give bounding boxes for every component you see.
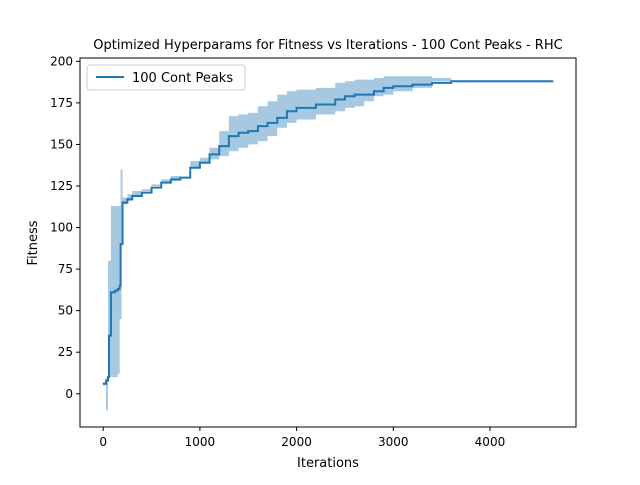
data-point <box>237 131 240 134</box>
data-point <box>411 83 414 86</box>
y-axis-ticks: 0 25 50 75 100 125 150 175 200 <box>50 54 80 401</box>
data-point <box>114 289 116 292</box>
data-point <box>450 80 453 83</box>
x-tick-label: 1000 <box>185 435 216 449</box>
y-tick-label: 0 <box>65 387 73 401</box>
plot-area <box>102 76 554 411</box>
data-point <box>363 93 366 96</box>
data-point <box>131 195 134 197</box>
data-point <box>179 176 182 179</box>
data-point <box>218 145 221 147</box>
data-point <box>141 191 143 194</box>
y-tick-label: 50 <box>58 304 73 318</box>
data-point <box>118 284 121 287</box>
y-tick-label: 75 <box>58 262 73 276</box>
y-tick-label: 150 <box>50 137 73 151</box>
data-point <box>160 181 163 184</box>
data-point <box>105 379 107 382</box>
y-axis-label: Fitness <box>26 220 41 265</box>
data-point <box>189 166 192 169</box>
y-tick-label: 25 <box>58 345 73 359</box>
data-point <box>392 85 395 88</box>
y-tick-label: 125 <box>50 179 73 193</box>
data-point <box>107 376 109 378</box>
y-tick-label: 175 <box>50 96 73 110</box>
data-point <box>112 291 114 294</box>
data-point <box>353 93 356 96</box>
data-point <box>150 186 153 189</box>
axes-frame <box>79 57 577 428</box>
x-tick-label: 4000 <box>475 435 506 449</box>
data-point <box>315 103 317 106</box>
data-point <box>108 334 110 337</box>
series-line <box>103 80 553 385</box>
data-point <box>121 201 124 204</box>
x-tick-label: 3000 <box>378 435 409 449</box>
data-point <box>276 117 279 119</box>
x-axis-ticks: 0 1000 2000 3000 4000 <box>99 427 505 449</box>
data-point <box>228 135 230 137</box>
data-point <box>126 198 129 201</box>
data-point <box>344 95 346 98</box>
data-point <box>431 82 433 84</box>
data-point <box>489 80 491 83</box>
data-point <box>266 122 269 124</box>
x-axis-label: Iterations <box>297 456 359 471</box>
data-point <box>120 243 123 245</box>
data-point <box>295 107 298 109</box>
data-point <box>373 90 375 93</box>
x-tick-label: 0 <box>99 435 107 449</box>
data-point <box>110 291 112 294</box>
data-point <box>257 125 259 127</box>
legend-box <box>86 64 246 91</box>
legend-label: 100 Cont Peaks <box>132 71 233 86</box>
y-tick-label: 100 <box>50 221 73 235</box>
data-point <box>460 80 462 83</box>
data-point <box>518 80 520 83</box>
data-point <box>102 382 105 385</box>
data-point <box>208 153 211 156</box>
data-point <box>199 161 201 164</box>
y-tick-label: 200 <box>50 54 73 68</box>
x-tick-label: 2000 <box>281 435 312 449</box>
data-point <box>382 87 385 89</box>
data-point <box>247 130 250 132</box>
data-point <box>551 80 554 83</box>
data-point <box>116 288 119 290</box>
data-point <box>334 98 337 101</box>
legend: 100 Cont Peaks <box>86 64 246 91</box>
data-point <box>170 178 172 181</box>
series-points <box>102 80 554 385</box>
chart-title: Optimized Hyperparams for Fitness vs Ite… <box>93 38 562 53</box>
data-point <box>286 110 288 112</box>
